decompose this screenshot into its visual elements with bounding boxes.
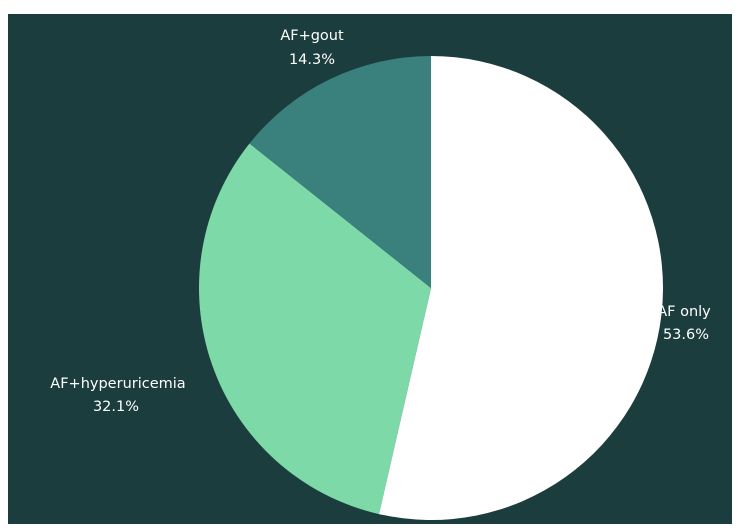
slice-value-af-hyperuricemia: 32.1% — [93, 399, 139, 415]
pie-slice-af-gout — [249, 56, 431, 288]
slice-label-af-gout: AF+gout — [280, 28, 344, 44]
slice-label-af-only: AF only — [657, 304, 711, 320]
pie-slices — [198, 56, 663, 520]
pie-slice-af-only — [378, 56, 663, 520]
slice-value-af-only: 53.6% — [663, 327, 709, 343]
slice-value-af-gout: 14.3% — [289, 52, 335, 68]
pie-labels: AF only 53.6% AF+hyperuricemia 32.1% AF+… — [50, 28, 711, 415]
pie-chart: AF only 53.6% AF+hyperuricemia 32.1% AF+… — [8, 14, 732, 524]
slice-label-af-hyperuricemia: AF+hyperuricemia — [50, 376, 185, 392]
pie-slice-af-hyperuricemia — [198, 143, 431, 515]
pie-chart-svg: AF only 53.6% AF+hyperuricemia 32.1% AF+… — [8, 14, 732, 524]
